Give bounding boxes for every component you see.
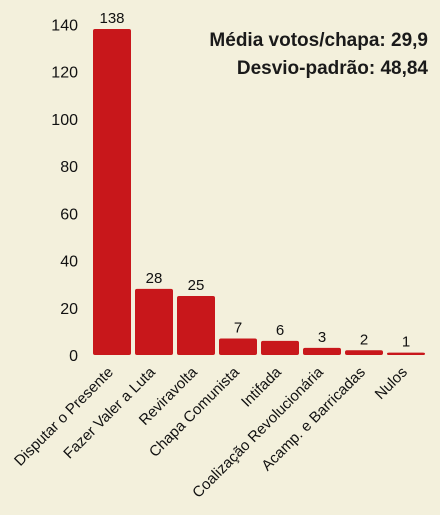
category-label: Nulos	[372, 364, 411, 403]
bar	[303, 347, 341, 355]
std-dev-annotation: Desvio-padrão: 48,84	[237, 58, 429, 79]
bar-value-label: 6	[276, 322, 284, 339]
bar	[93, 29, 131, 355]
bar	[177, 295, 215, 355]
y-axis: 0 20 40 60 80 100 120 140	[51, 17, 78, 365]
bar	[135, 288, 173, 355]
bar-value-label: 28	[146, 270, 163, 287]
y-tick-label: 40	[60, 254, 78, 271]
y-tick-label: 140	[51, 17, 78, 34]
y-tick-label: 0	[69, 348, 78, 365]
mean-votes-annotation: Média votos/chapa: 29,9	[209, 30, 428, 51]
bar-value-label: 7	[234, 319, 242, 336]
bar-value-label: 138	[99, 10, 124, 27]
bars-group	[93, 29, 425, 355]
y-tick-label: 20	[60, 301, 78, 318]
y-tick-label: 80	[60, 159, 78, 176]
data-labels-group: 138 28 25 7 6 3 2 1	[99, 10, 410, 351]
bar-value-label: 2	[360, 331, 368, 348]
y-tick-label: 120	[51, 65, 78, 82]
bar	[345, 350, 383, 355]
bar-value-label: 1	[402, 334, 410, 351]
y-tick-label: 60	[60, 206, 78, 223]
bar	[219, 338, 257, 355]
bar-value-label: 3	[318, 329, 326, 346]
bar-value-label: 25	[188, 277, 205, 294]
y-tick-label: 100	[51, 112, 78, 129]
bar	[261, 340, 299, 355]
bar	[387, 352, 425, 355]
